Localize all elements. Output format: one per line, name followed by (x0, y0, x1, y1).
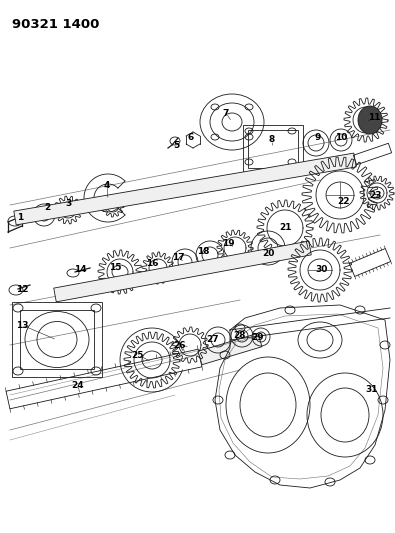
Text: 26: 26 (174, 341, 186, 350)
Text: 21: 21 (279, 223, 291, 232)
Text: 22: 22 (337, 198, 349, 206)
Text: 19: 19 (222, 238, 234, 247)
Text: 16: 16 (146, 260, 158, 269)
Bar (248, 130, 298, 168)
Ellipse shape (358, 106, 382, 134)
Text: 24: 24 (71, 381, 84, 390)
Text: 10: 10 (335, 133, 347, 142)
Text: 27: 27 (207, 335, 219, 344)
Text: 15: 15 (109, 263, 121, 272)
Polygon shape (198, 333, 262, 365)
Text: 8: 8 (269, 135, 275, 144)
Text: 9: 9 (315, 133, 321, 142)
Text: 2: 2 (44, 204, 50, 213)
Text: 17: 17 (172, 254, 184, 262)
Text: 4: 4 (104, 181, 110, 190)
Text: 5: 5 (173, 141, 179, 149)
Text: 7: 7 (223, 109, 229, 117)
Polygon shape (54, 241, 311, 302)
Text: 29: 29 (252, 334, 264, 343)
Text: 90321 1400: 90321 1400 (12, 18, 100, 31)
Bar (243, 125, 303, 173)
Bar (20, 310, 94, 369)
Text: 3: 3 (65, 198, 71, 207)
Text: 23: 23 (370, 191, 382, 200)
Bar (12, 302, 102, 377)
Text: 30: 30 (316, 265, 328, 274)
Text: 28: 28 (234, 330, 246, 340)
Text: 18: 18 (197, 247, 209, 256)
Text: 13: 13 (16, 320, 28, 329)
Text: 12: 12 (16, 286, 28, 295)
Text: 14: 14 (74, 265, 87, 274)
Polygon shape (14, 153, 356, 225)
Text: 1: 1 (17, 214, 23, 222)
Text: 11: 11 (368, 114, 380, 123)
Text: 31: 31 (366, 385, 378, 394)
Text: 25: 25 (132, 351, 144, 359)
Text: 20: 20 (262, 248, 274, 257)
Text: 6: 6 (188, 133, 194, 142)
